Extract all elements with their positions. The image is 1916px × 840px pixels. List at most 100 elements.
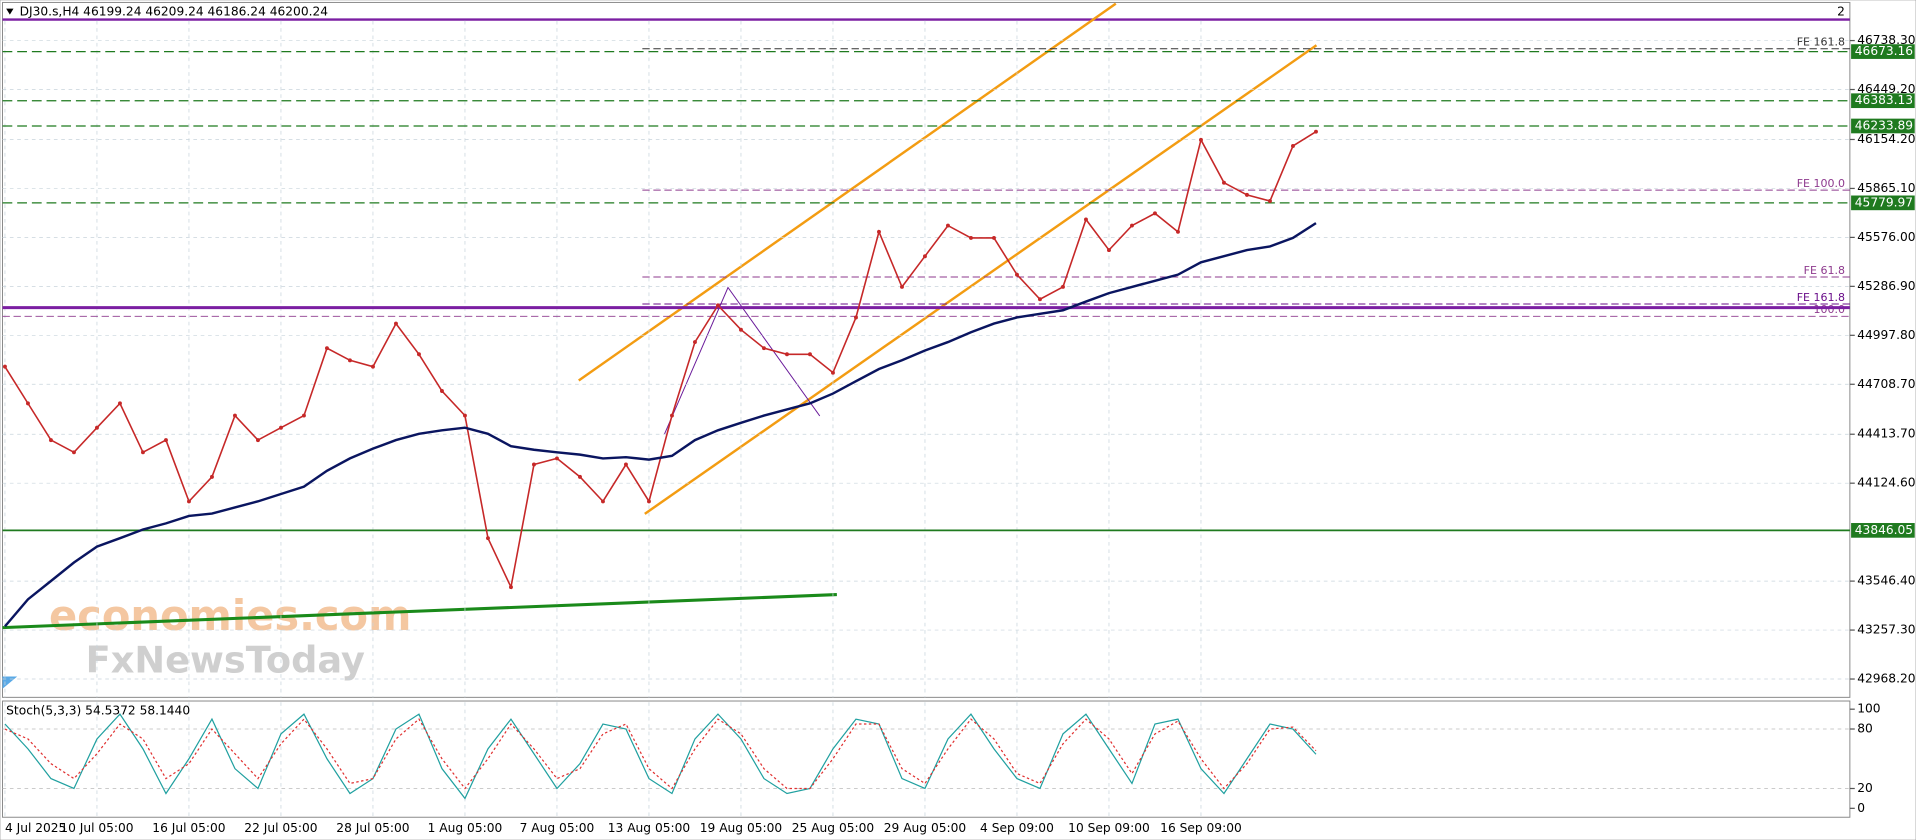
- price-point: [141, 450, 145, 455]
- y-tick-label: 43546.40: [1857, 574, 1915, 588]
- fib-label: FE 161.8: [1797, 291, 1845, 304]
- price-point: [394, 321, 398, 326]
- y-tick-label: 100: [1857, 702, 1880, 716]
- y-tick-label: 20: [1857, 781, 1873, 795]
- price-point: [532, 462, 536, 467]
- x-tick-label: 10 Sep 09:00: [1068, 821, 1150, 835]
- price-point: [601, 499, 605, 504]
- y-tick-label: 0: [1857, 801, 1865, 815]
- price-point: [371, 364, 375, 369]
- price-point: [555, 456, 559, 461]
- menu-arrow: [6, 8, 14, 15]
- level-label-bg: [1851, 118, 1915, 134]
- y-tick-label: 44997.80: [1857, 328, 1915, 342]
- price-point: [463, 413, 467, 418]
- price-point: [693, 340, 697, 345]
- price-point: [1130, 223, 1134, 228]
- y-tick-label: 44413.70: [1857, 427, 1915, 441]
- corner-label: 2: [1837, 5, 1845, 19]
- fib-label: FE 61.8: [1804, 264, 1845, 277]
- price-point: [1222, 180, 1226, 185]
- price-point: [440, 389, 444, 393]
- fib-label: FE 161.8: [1797, 36, 1845, 49]
- main-panel: [2, 1, 1851, 698]
- level-label-bg: [1851, 195, 1915, 211]
- price-point: [647, 499, 651, 504]
- price-point: [2, 364, 7, 369]
- price-point: [117, 401, 122, 406]
- y-tick-label: 45865.10: [1857, 181, 1915, 195]
- series-line: [4, 713, 1317, 800]
- price-point: [969, 235, 973, 240]
- y-tick-label: 45286.90: [1857, 279, 1915, 293]
- channel-lower: [644, 44, 1318, 515]
- x-tick-label: 28 Jul 05:00: [336, 821, 409, 835]
- x-tick-label: 1 Aug 05:00: [428, 821, 503, 835]
- y-tick-label: 43257.30: [1857, 623, 1915, 637]
- price-point: [716, 303, 720, 308]
- support-line: [2, 593, 837, 630]
- price-point: [302, 413, 306, 418]
- x-tick-label: 7 Aug 05:00: [520, 821, 595, 835]
- fib-label: FE 100.0: [1797, 177, 1845, 190]
- price-point: [1245, 192, 1249, 197]
- y-tick-label: 45576.00: [1857, 230, 1915, 244]
- price-point: [164, 438, 168, 443]
- y-tick-label: 80: [1857, 722, 1873, 736]
- price-point: [739, 327, 743, 332]
- level-label: 43846.05: [1855, 523, 1913, 537]
- price-point: [348, 358, 352, 363]
- price-point: [1291, 143, 1295, 148]
- price-point: [831, 370, 835, 375]
- x-tick-label: 25 Aug 05:00: [792, 821, 874, 835]
- price-point: [71, 450, 76, 455]
- price-point: [94, 425, 99, 430]
- level-label: 45779.97: [1855, 195, 1913, 209]
- price-point: [762, 346, 766, 351]
- price-point: [1153, 211, 1157, 216]
- level-label: 46233.89: [1855, 118, 1913, 132]
- level-label: 46383.13: [1855, 93, 1913, 107]
- price-point: [1015, 272, 1019, 277]
- price-point: [509, 585, 513, 590]
- series-line: [4, 718, 1317, 790]
- x-tick-label: 22 Jul 05:00: [244, 821, 317, 835]
- price-point: [808, 352, 812, 357]
- y-tick-label: 44124.60: [1857, 476, 1915, 490]
- y-tick-label: 46449.20: [1857, 82, 1915, 96]
- x-tick-label: 16 Jul 05:00: [152, 821, 225, 835]
- price-point: [670, 413, 674, 418]
- price-point: [1084, 217, 1088, 222]
- x-tick-label: 4 Jul 2025: [5, 821, 66, 835]
- level-label-bg: [1851, 523, 1915, 538]
- price-point: [1268, 199, 1272, 203]
- price-point: [877, 229, 881, 234]
- price-point: [325, 346, 329, 351]
- price-point: [923, 254, 927, 259]
- marker: [2, 676, 18, 689]
- price-point: [624, 462, 628, 467]
- level-label: 46673.16: [1855, 44, 1913, 58]
- x-tick-label: 4 Sep 09:00: [980, 821, 1054, 835]
- price-point: [417, 352, 421, 357]
- price-point: [25, 401, 30, 406]
- price-point: [1107, 248, 1111, 253]
- price-point: [1314, 129, 1318, 134]
- watermark: FxNewsToday: [86, 638, 365, 681]
- x-tick-label: 16 Sep 09:00: [1160, 821, 1242, 835]
- price-point: [233, 413, 237, 418]
- price-point: [210, 474, 214, 479]
- price-point: [279, 425, 283, 430]
- price-point: [48, 438, 53, 443]
- indicator-panel: [2, 700, 1851, 818]
- price-point: [256, 438, 260, 443]
- chart-title: DJ30.s,H4 46199.24 46209.24 46186.24 462…: [20, 5, 329, 19]
- price-point: [900, 284, 904, 289]
- level-label-bg: [1851, 44, 1915, 59]
- price-point: [854, 315, 858, 320]
- fib-label: 100.0: [1813, 303, 1845, 316]
- fib-zigzag: [663, 286, 821, 435]
